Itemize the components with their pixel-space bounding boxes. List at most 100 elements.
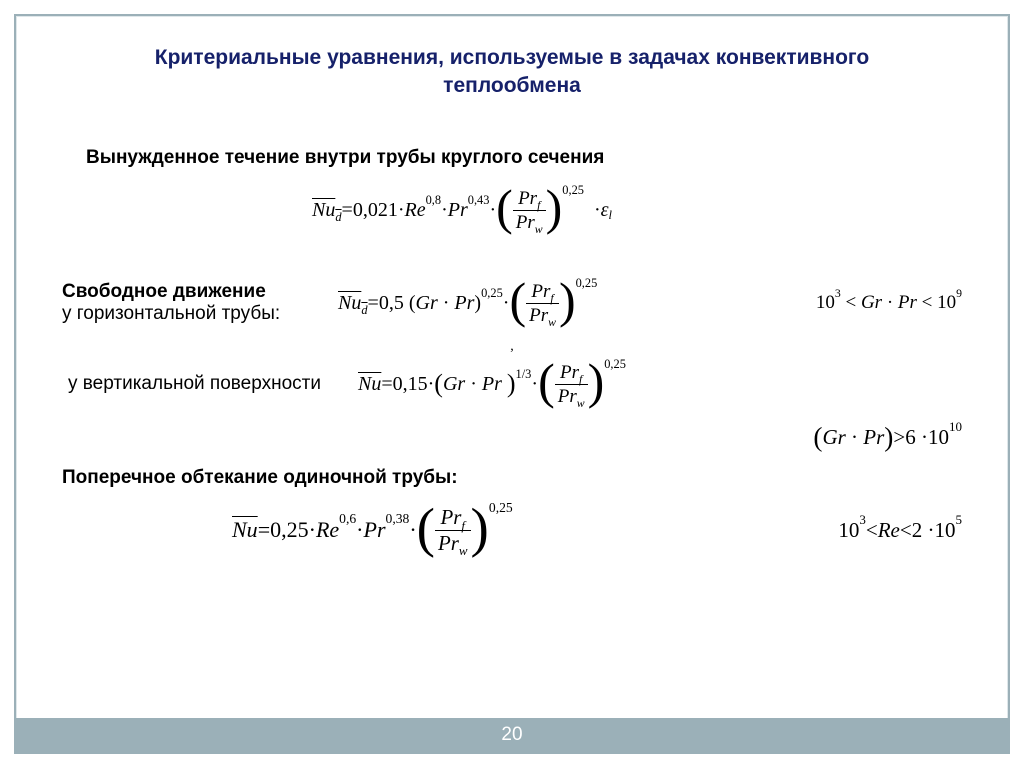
- ratio-exp: 0,25: [489, 500, 513, 516]
- pr: Pr: [364, 517, 386, 543]
- prw: Pr: [529, 305, 548, 326]
- prf-sub: f: [579, 373, 582, 386]
- comma: ,: [62, 339, 962, 355]
- nu-sub: d: [335, 210, 341, 224]
- sec4-heading: Поперечное обтекание одиночной трубы:: [62, 467, 962, 489]
- eq-sign: =: [258, 517, 270, 543]
- coef: 0,021: [353, 199, 398, 222]
- prw-sub: w: [577, 397, 585, 410]
- eq-sign: =: [368, 292, 379, 315]
- title-line-1: Критериальные уравнения, используемые в …: [155, 46, 869, 69]
- coef: 0,5: [379, 292, 404, 315]
- pr-exp: 0,43: [468, 193, 490, 208]
- gr: Gr: [416, 292, 438, 315]
- gr: Gr: [443, 373, 465, 396]
- prf: Pr: [560, 362, 579, 383]
- nu-bar: Nu: [312, 199, 335, 221]
- prf-sub: f: [550, 292, 553, 305]
- gt-sign: >: [893, 425, 905, 450]
- coef: 0,25: [270, 517, 309, 543]
- prf: Pr: [531, 281, 550, 302]
- prw: Pr: [558, 386, 577, 407]
- r-low-exp: 3: [835, 287, 841, 301]
- pr: Pr: [482, 373, 502, 396]
- dot: ·: [409, 517, 416, 543]
- eps: ε: [601, 199, 609, 222]
- prw-sub: w: [548, 316, 556, 329]
- eps-sub: l: [609, 208, 612, 223]
- page-number-footer: 20: [16, 718, 1008, 752]
- prw: Pr: [516, 212, 535, 233]
- gr: Gr: [861, 292, 882, 313]
- grpr-exp: 0,25: [481, 286, 503, 301]
- r-val: 6 ·10: [905, 425, 949, 450]
- prf: Pr: [441, 505, 462, 529]
- sec4-formula: Nu = 0,25 · Re0,6 · Pr0,38 · ( Prf Prw: [232, 505, 513, 556]
- re-exp: 0,8: [426, 193, 442, 208]
- lt-sign: <: [866, 518, 878, 543]
- prw-sub: w: [459, 543, 468, 558]
- r-high: 10: [937, 292, 956, 314]
- coef: 0,15: [393, 373, 428, 396]
- r-high-exp: 9: [956, 287, 962, 301]
- sec3-range-row: (Gr · Pr) > 6 ·1010: [62, 422, 962, 453]
- sec4-range: 103 < Re < 2 ·105: [838, 518, 962, 543]
- dot: ·: [531, 373, 538, 396]
- sec3-range: (Gr · Pr) > 6 ·1010: [813, 422, 962, 453]
- r-high: 2 ·10: [912, 518, 956, 543]
- r-exp: 10: [949, 419, 962, 435]
- pr: Pr: [898, 292, 917, 313]
- re: Re: [405, 199, 426, 222]
- eq-sign: =: [342, 199, 353, 222]
- ratio-exp: 0,25: [562, 183, 584, 198]
- gr: Gr: [822, 425, 845, 449]
- dot: ·: [441, 199, 448, 222]
- r-low: 10: [816, 292, 835, 314]
- sec2-bold: Свободное движение: [62, 281, 266, 302]
- pr: Pr: [454, 292, 474, 315]
- pr-exp: 0,38: [386, 511, 410, 527]
- title-line-2: теплообмена: [443, 74, 581, 97]
- content: Вынужденное течение внутри трубы круглог…: [62, 147, 962, 556]
- prf: Pr: [518, 188, 537, 209]
- sec2-range: 103 < Gr · Pr < 109: [816, 292, 962, 314]
- sec2-row: Свободное движение у горизонтальной труб…: [62, 280, 962, 327]
- ratio-exp: 0,25: [576, 276, 598, 291]
- sec1-heading: Вынужденное течение внутри трубы круглог…: [62, 147, 962, 169]
- sec1-formula: Nud = 0,021 · Re0,8 · Pr0,43 · ( Prf Prw: [62, 187, 962, 234]
- sec3-label: у вертикальной поверхности: [62, 373, 340, 395]
- dot: ·: [398, 199, 405, 222]
- nu-bar: Nu: [232, 517, 258, 543]
- dot: ·: [309, 517, 316, 543]
- slide-title: Критериальные уравнения, используемые в …: [62, 44, 962, 111]
- slide-frame: Критериальные уравнения, используемые в …: [14, 14, 1010, 754]
- prw: Pr: [438, 531, 459, 555]
- nu-bar: Nu: [338, 292, 361, 314]
- sec2-formula: Nud = 0,5 (Gr · Pr)0,25 · ( Prf Prw ) 0,…: [338, 280, 597, 327]
- grpr-exp: 1/3: [516, 367, 532, 382]
- page-number: 20: [501, 724, 522, 745]
- pr: Pr: [448, 199, 468, 222]
- nu-bar: Nu: [358, 373, 381, 396]
- dot: ·: [356, 517, 363, 543]
- prw-sub: w: [535, 223, 543, 236]
- sec3-formula: Nu = 0,15 · (Gr · Pr )1/3 · ( Prf Prw ): [358, 361, 626, 408]
- sec2-rest: у горизонтальной трубы:: [62, 303, 280, 324]
- sec3-row: у вертикальной поверхности Nu = 0,15 · (…: [62, 361, 962, 408]
- dot: ·: [489, 199, 496, 222]
- eq-sign: =: [381, 373, 392, 396]
- prf-sub: f: [461, 518, 465, 533]
- lt-sign: <: [900, 518, 912, 543]
- dot: ·: [594, 199, 601, 222]
- pr: Pr: [863, 425, 884, 449]
- r-low-exp: 3: [859, 512, 866, 528]
- slide: Критериальные уравнения, используемые в …: [0, 0, 1024, 768]
- ratio-exp: 0,25: [604, 357, 626, 372]
- sec2-label: Свободное движение у горизонтальной труб…: [62, 281, 314, 325]
- r-high-exp: 5: [955, 512, 962, 528]
- re-exp: 0,6: [339, 511, 356, 527]
- r-mid: Re: [878, 518, 900, 543]
- nu-sub: d: [361, 303, 367, 317]
- sec4-row: Nu = 0,25 · Re0,6 · Pr0,38 · ( Prf Prw: [62, 505, 962, 556]
- prf-sub: f: [537, 199, 540, 212]
